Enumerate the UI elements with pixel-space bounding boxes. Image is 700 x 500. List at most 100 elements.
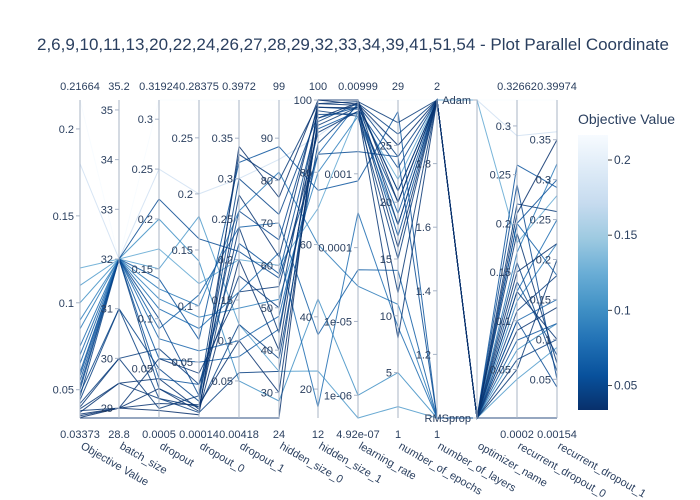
tick-label: 33 — [101, 204, 113, 216]
tick-label: 0.1 — [496, 316, 511, 328]
chart-title: 2,6,9,10,11,13,20,22,24,26,27,28,29,32,3… — [37, 35, 669, 54]
tick-label: 0.2 — [178, 189, 193, 201]
axis-max-label: 100 — [309, 81, 327, 93]
axis-min-label: 1 — [434, 429, 440, 441]
tick-label: 20 — [380, 197, 392, 209]
tick-label: 60 — [300, 240, 312, 252]
axis-min-label: 0.0005 — [142, 429, 176, 441]
tick-label: 1.8 — [416, 159, 431, 171]
axis-min-label: 0.03373 — [60, 429, 100, 441]
tick-label: 15 — [380, 254, 392, 266]
axis-max-label: 99 — [273, 81, 285, 93]
tick-label: 40 — [261, 345, 273, 357]
tick-label: 1e-06 — [324, 390, 352, 402]
tick-label: 29 — [101, 403, 113, 415]
tick-label: 0.25 — [212, 214, 233, 226]
tick-label: 50 — [261, 303, 273, 315]
tick-label: Adam — [442, 95, 471, 107]
tick-label: 30 — [101, 353, 113, 365]
colorbar-tick-label: 0.15 — [614, 228, 638, 242]
axis-min-label: 0.00014 — [179, 429, 219, 441]
tick-label: 1.2 — [416, 349, 431, 361]
tick-label: 40 — [300, 312, 312, 324]
tick-label: 0.05 — [172, 357, 193, 369]
tick-label: 60 — [261, 260, 273, 272]
tick-label: 0.15 — [132, 264, 153, 276]
axis-title: Objective Value — [79, 440, 151, 489]
tick-label: 0.05 — [212, 376, 233, 388]
axis-max-label: 0.39974 — [537, 81, 577, 93]
tick-label: 0.0001 — [318, 243, 352, 255]
tick-label: 1e-05 — [324, 316, 352, 328]
axis-max-label: 0.31924 — [139, 81, 179, 93]
tick-label: 20 — [300, 384, 312, 396]
tick-label: 31 — [101, 304, 113, 316]
axis-min-label: 0.00154 — [537, 429, 577, 441]
tick-label: 32 — [101, 254, 113, 266]
axis-min-label: 12 — [312, 429, 324, 441]
tick-label: 1.4 — [416, 286, 431, 298]
colorbar: Objective Value 0.2 0.15 0.1 0.05 — [578, 111, 675, 410]
axis-max-label: 35.2 — [108, 81, 129, 93]
axis-max-label: 2 — [434, 81, 440, 93]
tick-label: 0.35 — [212, 133, 233, 145]
colorbar-tick-label: 0.05 — [614, 379, 638, 393]
tick-label: RMSprop — [425, 413, 471, 425]
tick-label: 10 — [380, 311, 392, 323]
tick-label: 70 — [261, 218, 273, 230]
tick-label: 0.35 — [530, 135, 551, 147]
axis-max-label: 0.00999 — [338, 81, 378, 93]
axis-max-label: 0.28375 — [179, 81, 219, 93]
tick-label: 0.1 — [178, 301, 193, 313]
tick-label: 80 — [300, 167, 312, 179]
tick-label: 0.25 — [132, 164, 153, 176]
tick-label: 0.15 — [530, 294, 551, 306]
tick-label: 0.15 — [53, 211, 74, 223]
tick-label: 0.3 — [496, 121, 511, 133]
tick-label: 0.2 — [536, 255, 551, 267]
axis-dropout-1: 0.35 0.3 0.25 0.2 0.15 0.1 0.05 0.3972 0.00418dr… — [212, 81, 287, 475]
axis-min-label: 4.92e-07 — [336, 429, 379, 441]
tick-label: 0.001 — [324, 169, 352, 181]
axis-max-label: 0.21664 — [60, 81, 100, 93]
axis-min-label: 28.8 — [108, 429, 129, 441]
tick-label: 0.25 — [172, 133, 193, 145]
tick-label: 0.2 — [138, 214, 153, 226]
colorbar-title: Objective Value — [578, 111, 675, 127]
tick-label: 0.15 — [172, 245, 193, 257]
tick-label: 0.1 — [536, 334, 551, 346]
tick-label: 25 — [380, 140, 392, 152]
tick-label: 0.1 — [138, 314, 153, 326]
axis-min-label: 24 — [273, 429, 285, 441]
tick-label: 0.05 — [132, 364, 153, 376]
axis-min-label: 0.00418 — [219, 429, 259, 441]
tick-label: 0.2 — [59, 124, 74, 136]
tick-label: 90 — [261, 133, 273, 145]
tick-label: 0.25 — [490, 170, 511, 182]
tick-label: 0.1 — [59, 298, 74, 310]
tick-label: 1.6 — [416, 222, 431, 234]
tick-label: 0.3 — [138, 114, 153, 126]
axis-title: dropout_1 — [238, 440, 287, 475]
tick-label: 0.2 — [218, 255, 233, 267]
tick-label: 30 — [261, 388, 273, 400]
tick-label: 5 — [386, 368, 392, 380]
tick-label: 0.05 — [530, 374, 551, 386]
tick-label: 0.05 — [490, 364, 511, 376]
colorbar-gradient — [578, 135, 608, 410]
axis-title: dropout_0 — [198, 440, 247, 475]
tick-label: 0.25 — [530, 215, 551, 227]
colorbar-tick-label: 0.1 — [614, 303, 631, 317]
tick-label: 100 — [294, 95, 312, 107]
colorbar-tick-label: 0.2 — [614, 153, 631, 167]
tick-label: 35 — [101, 105, 113, 117]
axis-min-label: 0.0002 — [500, 429, 534, 441]
tick-label: 0.2 — [496, 218, 511, 230]
colorbar-ticks: 0.2 0.15 0.1 0.05 — [608, 153, 638, 393]
tick-label: 34 — [101, 155, 113, 167]
axis-max-label: 29 — [392, 81, 404, 93]
tick-label: 0.15 — [212, 295, 233, 307]
